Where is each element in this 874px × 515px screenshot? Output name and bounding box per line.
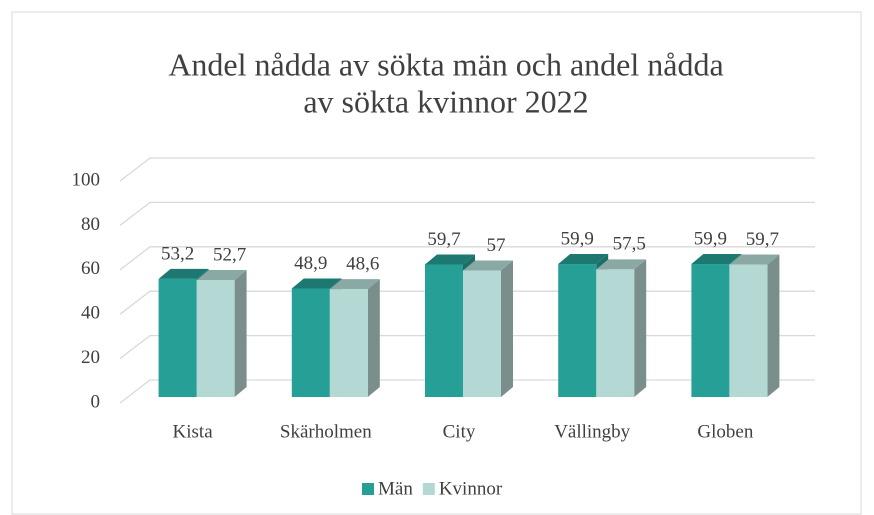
x-tick-label: Skärholmen (280, 421, 372, 442)
bar-side (767, 254, 780, 397)
chart-title: Andel nådda av sökta män och andel nådda (168, 46, 723, 82)
bar (196, 280, 235, 397)
bar-top (425, 254, 475, 265)
bar-side (501, 260, 513, 397)
bar-top (329, 279, 380, 290)
bar-top (196, 270, 247, 281)
x-tick-label: Kista (173, 421, 214, 442)
bar (329, 289, 368, 397)
y-tick-label: 60 (81, 258, 100, 279)
value-label: 57,5 (613, 234, 646, 255)
value-label: 59,7 (427, 229, 460, 250)
legend-swatch (362, 483, 374, 495)
legend-swatch (422, 483, 435, 495)
bar-side (367, 279, 380, 397)
bar (158, 278, 197, 397)
bar-top (729, 254, 780, 265)
grid-line (119, 201, 815, 226)
value-label: 48,6 (346, 253, 379, 274)
legend-label: Kvinnor (439, 478, 503, 499)
chart-frame (11, 11, 862, 515)
y-tick-label: 20 (81, 347, 100, 368)
value-label: 53,2 (161, 243, 194, 264)
bar (691, 264, 730, 397)
bar-side (634, 259, 647, 397)
y-tick-label: 40 (81, 303, 100, 324)
y-tick-label: 80 (81, 214, 100, 235)
bar (729, 264, 768, 397)
bar (558, 264, 597, 397)
chart-title: av sökta kvinnor 2022 (303, 83, 588, 119)
bar-top (558, 254, 609, 265)
bar-top (463, 260, 513, 271)
bar-top (596, 259, 647, 270)
y-tick-label: 100 (72, 169, 101, 190)
x-tick-label: Vällingby (554, 421, 630, 442)
value-label: 59,7 (746, 229, 779, 250)
value-label: 57 (487, 235, 506, 256)
value-label: 59,9 (561, 228, 594, 249)
value-label: 48,9 (294, 253, 327, 274)
grid-line (119, 157, 815, 182)
bar-top (691, 254, 742, 265)
bar-top (158, 268, 209, 279)
value-label: 59,9 (694, 228, 727, 249)
x-tick-label: Globen (697, 421, 753, 442)
bar-top (291, 278, 342, 289)
bar (463, 270, 501, 397)
grid-line (119, 246, 815, 271)
bar-side (234, 270, 247, 397)
bar (425, 264, 463, 397)
bar (596, 269, 635, 397)
x-tick-label: City (443, 421, 476, 442)
y-tick-label: 0 (91, 391, 101, 412)
bar (291, 288, 330, 397)
legend-label: Män (378, 478, 413, 499)
value-label: 52,7 (213, 244, 246, 265)
